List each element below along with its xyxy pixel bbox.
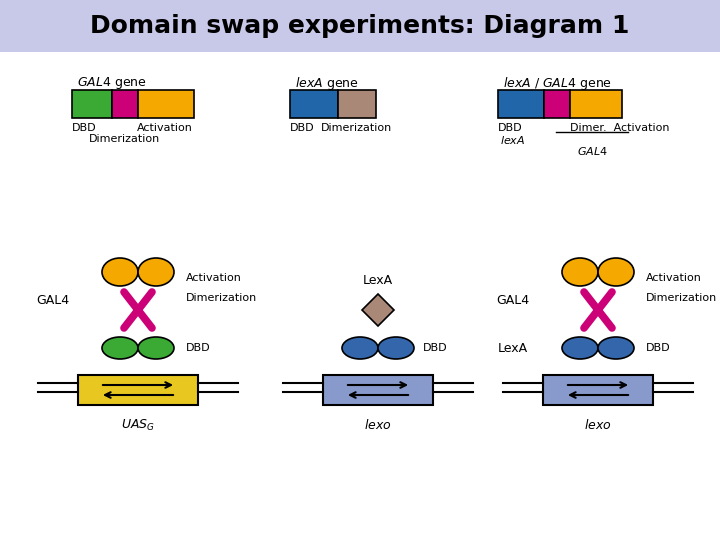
Bar	[323, 375, 433, 405]
Text: DBD: DBD	[186, 343, 211, 353]
Text: GAL4: GAL4	[496, 294, 530, 307]
Text: Dimerization: Dimerization	[646, 293, 717, 303]
Text: $\it{lexA}$ gene: $\it{lexA}$ gene	[295, 75, 359, 92]
Text: DBD: DBD	[646, 343, 670, 353]
Text: DBD: DBD	[498, 123, 523, 133]
Bar	[570, 90, 622, 118]
Bar	[78, 375, 198, 405]
Ellipse shape	[138, 337, 174, 359]
Text: Dimerization: Dimerization	[186, 293, 257, 303]
Bar	[0, 0, 720, 52]
Text: GAL4: GAL4	[37, 294, 70, 307]
Bar	[544, 90, 570, 118]
Ellipse shape	[102, 337, 138, 359]
Bar	[290, 90, 338, 118]
Text: Activation: Activation	[186, 273, 242, 283]
Ellipse shape	[102, 258, 138, 286]
Text: Activation: Activation	[646, 273, 702, 283]
Bar	[543, 375, 653, 405]
Text: DBD: DBD	[72, 123, 96, 133]
Text: LexA: LexA	[498, 341, 528, 354]
Text: $\it{GAL4}$: $\it{GAL4}$	[577, 145, 608, 157]
Text: UAS$_G$: UAS$_G$	[121, 418, 155, 433]
Text: LexA: LexA	[363, 273, 393, 287]
Text: $\it{lex o}$: $\it{lex o}$	[584, 418, 612, 432]
Bar	[72, 90, 112, 118]
Text: DBD: DBD	[423, 343, 448, 353]
Text: $\it{lexA}$: $\it{lexA}$	[500, 134, 526, 146]
Bar	[338, 90, 376, 118]
Bar	[498, 90, 544, 118]
Ellipse shape	[598, 337, 634, 359]
Ellipse shape	[138, 258, 174, 286]
Text: Activation: Activation	[137, 123, 193, 133]
Ellipse shape	[342, 337, 378, 359]
Text: Dimer.  Activation: Dimer. Activation	[570, 123, 670, 133]
Text: Dimerization: Dimerization	[321, 123, 392, 133]
Bar	[112, 90, 138, 118]
Ellipse shape	[378, 337, 414, 359]
Text: Domain swap experiments: Diagram 1: Domain swap experiments: Diagram 1	[90, 14, 630, 38]
Text: Dimerization: Dimerization	[89, 134, 161, 144]
Ellipse shape	[562, 337, 598, 359]
Text: $\it{lexA}$ / $\it{GAL4}$ gene: $\it{lexA}$ / $\it{GAL4}$ gene	[503, 75, 612, 92]
Text: $\it{GAL4}$ gene: $\it{GAL4}$ gene	[77, 75, 147, 91]
Text: DBD: DBD	[290, 123, 315, 133]
Text: $\it{lex o}$: $\it{lex o}$	[364, 418, 392, 432]
Ellipse shape	[562, 258, 598, 286]
Bar	[138, 90, 194, 118]
Polygon shape	[362, 294, 394, 326]
Ellipse shape	[598, 258, 634, 286]
